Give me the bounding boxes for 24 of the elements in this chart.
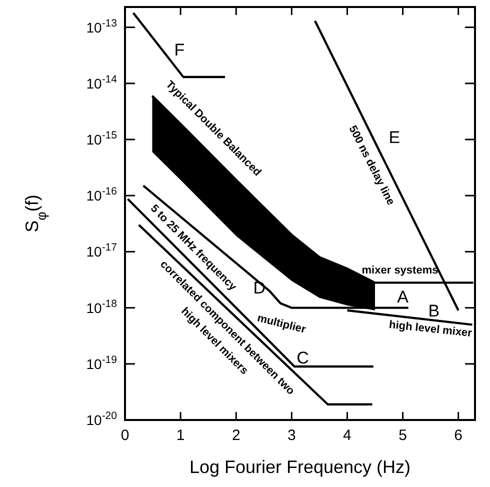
annotation: multiplier <box>256 312 308 336</box>
y-tick-label: 10$^{-13}$ <box>86 17 118 36</box>
x-tick-label: 1 <box>176 427 185 444</box>
x-tick-label: 6 <box>454 427 463 444</box>
x-axis-title: Log Fourier Frequency (Hz) <box>189 457 411 477</box>
x-tick-label: 4 <box>343 427 352 444</box>
x-tick-label: 5 <box>398 427 407 444</box>
annotation: F <box>174 40 185 60</box>
annotation: B <box>428 301 440 320</box>
y-tick-label: 10$^{-16}$ <box>86 186 118 204</box>
annotation: high level mixer <box>388 318 474 340</box>
x-tick-label: 0 <box>120 427 130 444</box>
annotation: mixer systems <box>362 264 438 276</box>
y-tick-label: 10$^{-14}$ <box>86 73 118 92</box>
y-tick-label: 10$^{-20}$ <box>86 410 118 428</box>
y-tick-label: 10$^{-18}$ <box>86 298 118 316</box>
y-tick-label: 10$^{-19}$ <box>86 354 118 372</box>
annotation: A <box>397 287 410 306</box>
x-tick-label: 3 <box>287 427 296 444</box>
annotation: E <box>388 128 400 148</box>
x-tick-label: 2 <box>232 427 240 444</box>
y-tick-label: 10$^{-15}$ <box>86 129 118 148</box>
y-tick-label: 10$^{-17}$ <box>86 242 118 260</box>
annotation: C <box>296 348 309 368</box>
